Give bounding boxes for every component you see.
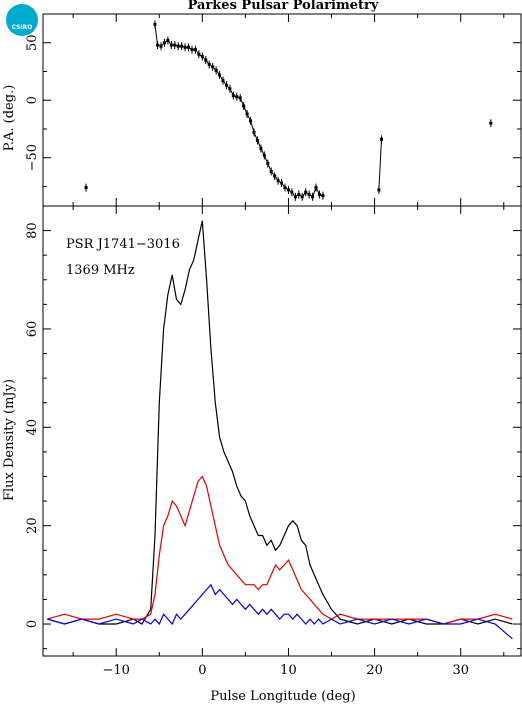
x-tick-label: 0 [198,663,206,678]
pa-point [245,112,249,116]
x-tick-label: 10 [280,663,297,678]
x-tick-label: −10 [102,663,129,678]
pa-point [249,119,253,123]
pa-point [218,73,222,77]
pa-point [169,43,173,47]
pa-point [242,104,246,108]
pa-point [307,193,311,197]
pa-point [489,121,493,125]
pa-point [311,195,315,199]
pa-point [224,83,228,87]
pa-point [379,137,383,141]
csiro-logo-text: CSIRO [12,24,33,31]
pa-point [228,87,232,91]
pa-point [377,188,381,192]
pa-point [293,195,297,199]
pa-y-tick-label: −50 [25,144,40,171]
pa-point [280,181,284,185]
pa-data-layer [84,20,493,201]
pa-point [321,194,325,198]
csiro-logo: CSIRO [6,4,38,36]
pa-point [235,95,239,99]
pa-point [286,188,290,192]
pa-point [207,63,211,67]
pa-point [317,193,321,197]
pa-point [262,153,266,157]
pa-point [176,44,180,48]
pa-point [283,186,287,190]
flux-y-tick-label: 40 [25,419,40,436]
x-axis-label: Pulse Longitude (deg) [210,689,355,704]
pa-y-tick-label: 50 [25,34,40,51]
flux-data-layer [47,220,513,640]
csiro-logo-circle [6,4,38,36]
pa-point [255,138,259,142]
pa-point [197,52,201,56]
pa-segment [378,139,382,190]
pa-point [183,45,187,49]
pa-point [166,38,170,42]
pa-point [221,79,225,83]
pa-point [304,190,308,194]
x-tick-label: 20 [366,663,383,678]
pa-point [259,147,263,151]
pa-panel-frame [42,13,522,207]
pa-point [314,186,318,190]
pa-point [204,58,208,62]
pa-point [180,44,184,48]
pa-point [269,170,273,174]
pa-point [173,43,177,47]
chart-title: Parkes Pulsar Polarimetry [188,0,379,13]
pa-point [300,195,304,199]
linear-polarization-line [47,475,513,625]
total-intensity-line [47,220,513,625]
circular-polarization-line [47,583,513,640]
flux-panel-frame [42,205,522,657]
pa-y-tick-label: 0 [25,96,40,104]
pa-point [297,193,301,197]
pa-point [159,44,163,48]
flux-y-tick-label: 20 [25,517,40,534]
pa-point [211,65,215,69]
tick-layer: −10 0 10 20 30 −50 0 50 0 20 40 60 80 [25,13,521,678]
pa-point [290,190,294,194]
pa-curve [154,24,324,198]
pa-point [190,48,194,52]
psr-name-annotation: PSR J1741−3016 [66,237,180,252]
pa-point [238,96,242,100]
pa-point [84,186,88,190]
pa-point [276,179,280,183]
pa-point [200,55,204,59]
pa-point [266,161,270,165]
flux-y-tick-label: 0 [25,620,40,628]
pa-point [156,43,160,47]
flux-y-tick-label: 80 [25,222,40,239]
flux-y-tick-label: 60 [25,321,40,338]
pa-point [153,22,157,26]
pa-point [273,174,277,178]
pa-point [231,94,235,98]
pa-point [187,45,191,49]
pa-point [214,68,218,72]
frequency-annotation: 1369 MHz [66,263,135,278]
x-tick-label: 30 [452,663,469,678]
pa-point [162,41,166,45]
pa-axis-label: P.A. (deg.) [2,85,17,152]
flux-axis-label: Flux Density (mJy) [2,379,17,501]
pa-point [193,48,197,52]
pa-point [252,130,256,134]
